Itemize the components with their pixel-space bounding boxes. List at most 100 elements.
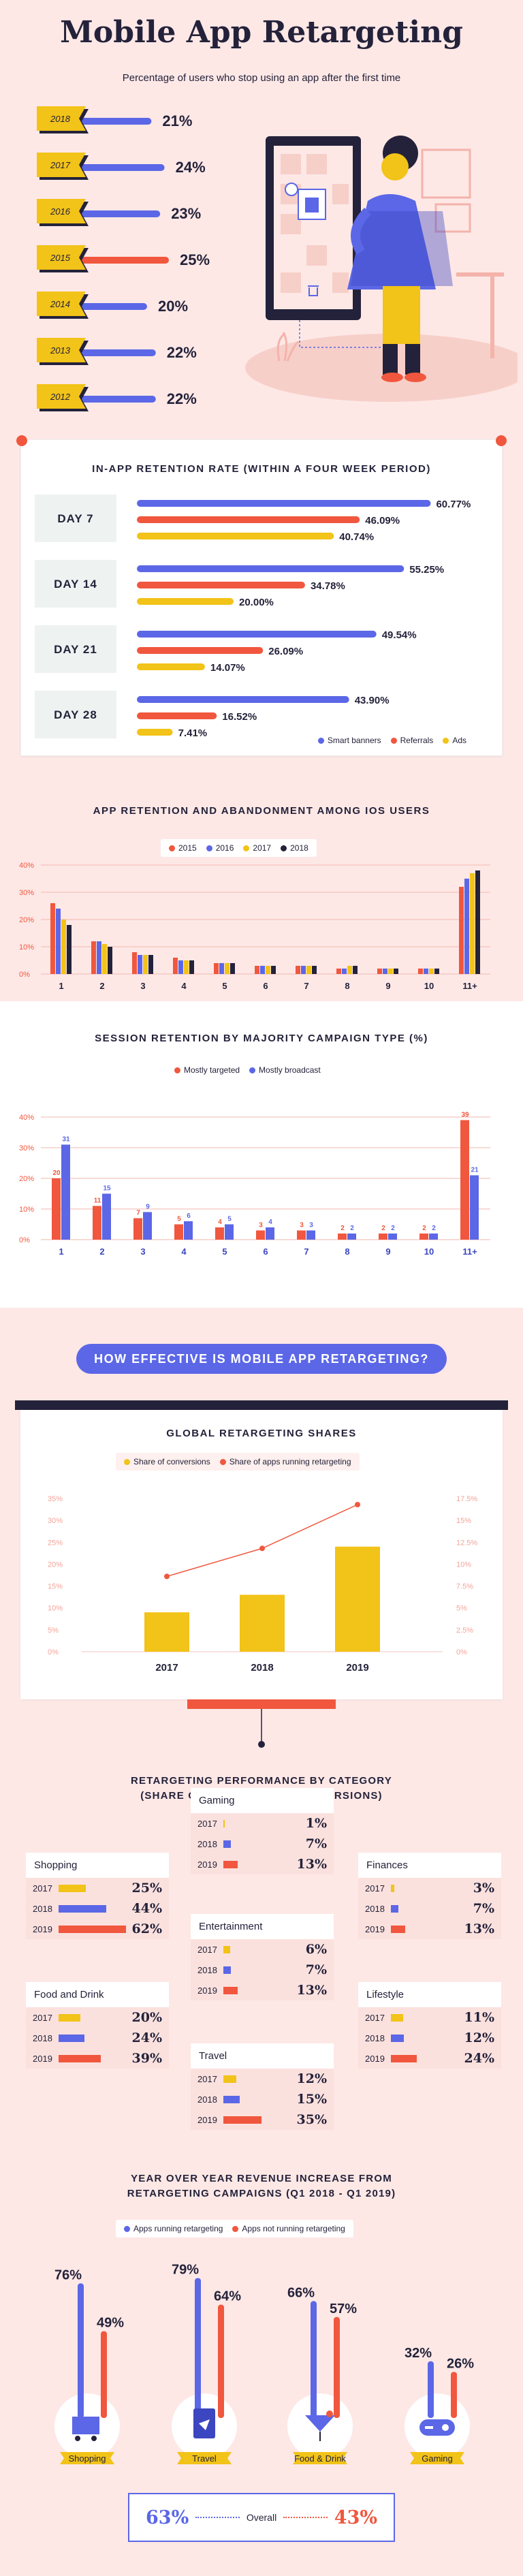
category-year: 2017: [197, 1818, 217, 1829]
stop-bar-2015: [60, 257, 169, 264]
category-row: 2019 39%: [26, 2048, 169, 2069]
bar-2016: [219, 963, 224, 974]
retention-day-box: [35, 691, 116, 738]
bar-2016: [301, 966, 306, 974]
bar-mostly-targeted: [379, 1234, 387, 1240]
legend-share-conversions: Share of conversions: [124, 1457, 210, 1466]
category-value: 25%: [131, 1881, 163, 1896]
category-card-title: Lifestyle: [358, 1982, 501, 2007]
yoy-bar-not-running: [451, 2372, 457, 2418]
retention-value-label: 20.00%: [239, 597, 274, 608]
category-year: 2017: [33, 1883, 52, 1894]
overall-running-value: 63%: [146, 2507, 189, 2528]
bar-mostly-broadcast: [184, 1221, 193, 1240]
bar-2015: [214, 963, 219, 974]
category-value: 7%: [473, 1901, 494, 1916]
yoy-category-label: Shopping: [69, 2453, 106, 2464]
y-right-tick-label: 17.5%: [456, 1495, 477, 1503]
y-tick-label: 20%: [19, 1175, 34, 1183]
retention-bar-ads: [137, 729, 173, 736]
yoy-legend: Apps running retargeting Apps not runnin…: [116, 2220, 353, 2237]
retention-bar-referrals: [137, 516, 360, 523]
bar-value-label: 2: [350, 1225, 354, 1232]
bar-mostly-targeted: [297, 1230, 306, 1240]
category-year: 2019: [365, 2053, 385, 2064]
bar-mostly-broadcast: [143, 1212, 152, 1240]
category-value: 13%: [296, 1857, 328, 1872]
category-year: 2018: [197, 1964, 217, 1975]
shopping-cart-icon: [75, 2436, 80, 2441]
y-left-tick-label: 25%: [48, 1539, 63, 1547]
stop-tag-2012: [37, 384, 86, 409]
bar-2016: [56, 909, 61, 974]
shopping-cart-icon: [72, 2417, 99, 2434]
bar-value-label: 9: [146, 1204, 150, 1211]
yoy-bar-running: [195, 2278, 201, 2418]
overall-dots-left: [195, 2517, 240, 2518]
category-year: 2017: [365, 2012, 385, 2023]
stop-year-label: 2016: [50, 206, 71, 217]
session-legend: Mostly targeted Mostly broadcast: [166, 1061, 329, 1079]
category-year: 2019: [197, 1859, 217, 1870]
ios-legend: 2015 2016 2017 2018: [161, 839, 317, 857]
stop-year-label: 2012: [50, 392, 71, 402]
category-year: 2017: [197, 2073, 217, 2084]
y-left-tick-label: 15%: [48, 1583, 63, 1591]
legend-2016: 2016: [206, 843, 234, 853]
x-tick-label: 1: [59, 981, 63, 991]
x-tick-label: 6: [263, 1246, 268, 1257]
x-tick-label: 2017: [155, 1662, 178, 1674]
category-bar: [223, 1986, 238, 1994]
category-card-gaming: Gaming 2017 1% 2018 7% 2019 13%: [191, 1788, 334, 1874]
legend-apps-not-running: Apps not running retargeting: [232, 2224, 345, 2233]
stop-year-label: 2013: [50, 345, 71, 356]
global-connector: [258, 1709, 265, 1748]
category-row: 2018 44%: [26, 1898, 169, 1919]
bar-2016: [260, 966, 265, 974]
x-tick-label: 7: [304, 1246, 308, 1257]
category-bar: [59, 1904, 107, 1913]
bar-2018: [230, 963, 235, 974]
stop-using-chart: 2018 21% 2017 24% 2016 23% 2015 25% 2014 20% 2013 2…: [37, 106, 210, 411]
category-bar: [59, 2034, 85, 2042]
yoy-bar-not-running: [101, 2331, 107, 2418]
category-row: 2018 15%: [191, 2089, 334, 2109]
bar-value-label: 5: [177, 1216, 181, 1223]
y-right-tick-label: 7.5%: [456, 1583, 473, 1591]
y-left-tick-label: 10%: [48, 1605, 63, 1613]
category-row: 2017 20%: [26, 2007, 169, 2028]
yoy-category-label: Travel: [192, 2453, 217, 2464]
category-bar: [391, 1925, 405, 1933]
stop-value-label: 20%: [158, 298, 188, 315]
x-tick-label: 10: [424, 981, 434, 991]
x-tick-label: 9: [385, 981, 390, 991]
stop-year-label: 2015: [50, 253, 71, 263]
shopping-cart-icon: [91, 2436, 97, 2441]
category-ribbon: [293, 2452, 347, 2464]
bar-2018: [67, 925, 72, 974]
category-row: 2017 12%: [191, 2069, 334, 2089]
bar-2018: [108, 947, 112, 974]
bar-2017: [470, 873, 475, 974]
retention-day-box: [35, 494, 116, 542]
category-year: 2017: [365, 1883, 385, 1894]
category-value: 35%: [296, 2112, 328, 2127]
yoy-bar-not-running: [218, 2304, 224, 2418]
category-card-title: Travel: [191, 2043, 334, 2069]
session-section: SESSION RETENTION BY MAJORITY CAMPAIGN T…: [0, 1001, 523, 1308]
stop-bar-2012: [60, 396, 156, 403]
category-card-title: Food and Drink: [26, 1982, 169, 2007]
retention-day-label: DAY 7: [57, 512, 93, 525]
bar-mostly-targeted: [460, 1120, 469, 1240]
bar-mostly-targeted: [93, 1206, 101, 1240]
yoy-title-line2: RETARGETING CAMPAIGNS (Q1 2018 - Q1 2019…: [127, 2188, 396, 2199]
y-tick-label: 10%: [19, 943, 34, 952]
bar-mostly-broadcast: [225, 1224, 234, 1240]
header-section: Mobile App Retargeting Percentage of use…: [0, 0, 523, 429]
retention-value-label: 34.78%: [311, 580, 345, 592]
category-year: 2019: [365, 1923, 385, 1934]
bar-2015: [173, 958, 178, 974]
overall-not-running-value: 43%: [334, 2507, 378, 2528]
retention-value-label: 43.90%: [355, 695, 390, 706]
x-tick-label: 3: [140, 981, 145, 991]
